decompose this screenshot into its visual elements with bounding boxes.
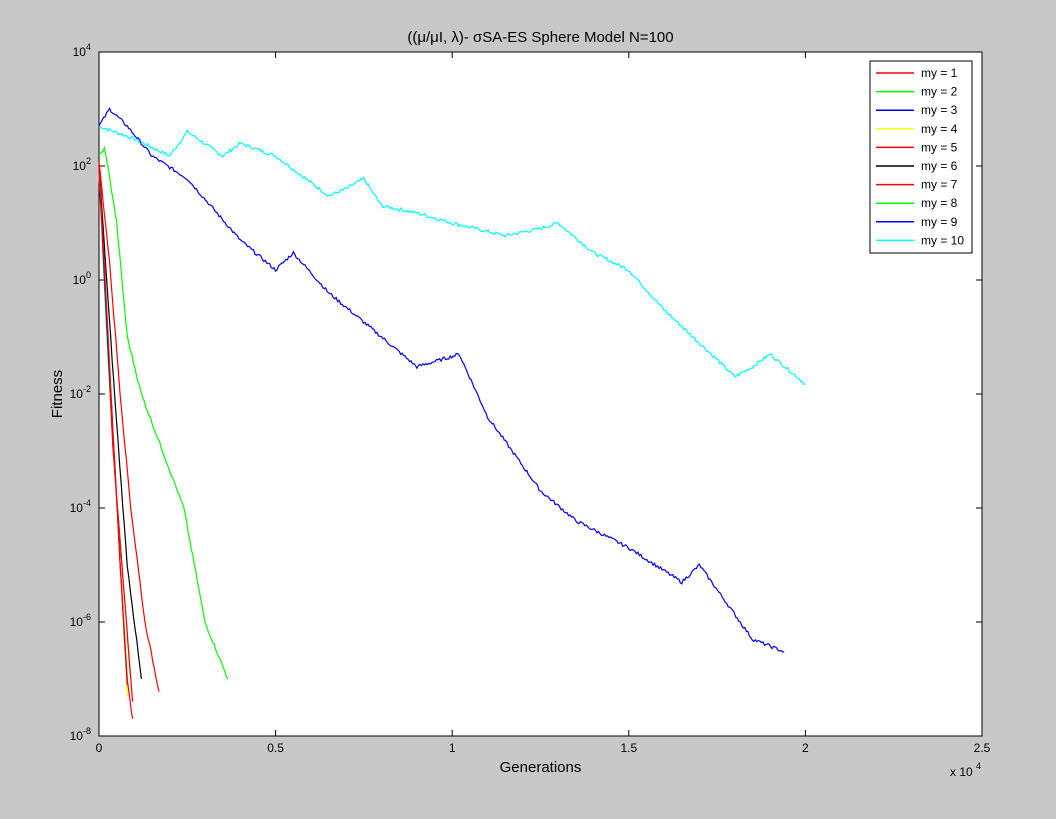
y-tick-label: 10-4 xyxy=(70,498,91,515)
y-axis-label: Fitness xyxy=(49,370,66,418)
y-tick-label: 104 xyxy=(73,42,91,59)
y-tick-label-base: 10 xyxy=(70,501,84,515)
series-line-10 xyxy=(98,125,806,385)
legend-label: my = 2 xyxy=(921,85,958,99)
y-tick-label-base: 10 xyxy=(70,615,84,629)
series-lines xyxy=(98,106,806,719)
legend-label: my = 4 xyxy=(921,122,958,136)
y-tick-label-base: 10 xyxy=(73,273,87,287)
y-tick-label: 10-6 xyxy=(70,612,91,629)
y-tick-label-base: 10 xyxy=(73,159,87,173)
y-tick-label-exponent: -2 xyxy=(83,384,91,394)
legend-label: my = 9 xyxy=(921,215,958,229)
y-tick-label-exponent: 2 xyxy=(86,156,91,166)
y-tick-label-base: 10 xyxy=(70,387,84,401)
x-tick-label: 2.5 xyxy=(974,741,991,755)
x-tick-label: 0.5 xyxy=(267,741,284,755)
y-tick-label-exponent: 0 xyxy=(86,270,91,280)
series-line-1 xyxy=(98,166,134,719)
x-tick-label: 1.5 xyxy=(620,741,637,755)
y-tick-label-base: 10 xyxy=(73,45,87,59)
series-line-2 xyxy=(98,145,229,680)
x-tick-label: 0 xyxy=(96,741,103,755)
x-axis-multiplier: x 10 4 xyxy=(950,761,981,779)
x-axis-multiplier-base: x 10 xyxy=(950,765,973,779)
x-tick-label: 1 xyxy=(449,741,456,755)
legend-label: my = 6 xyxy=(921,159,958,173)
y-tick-label-base: 10 xyxy=(70,729,84,743)
legend-label: my = 3 xyxy=(921,103,958,117)
legend: my = 1 my = 2 my = 3 my = 4 my = 5 my = 6 my =… xyxy=(869,60,973,254)
plot-area xyxy=(98,51,983,737)
y-tick-label: 100 xyxy=(73,270,91,287)
y-tick-label-exponent: -8 xyxy=(83,726,91,736)
legend-label: my = 7 xyxy=(921,178,958,192)
x-axis-label: Generations xyxy=(500,759,582,776)
y-tick-label-exponent: 4 xyxy=(86,42,91,52)
legend-label: my = 5 xyxy=(921,140,958,154)
y-tick-label-exponent: -6 xyxy=(83,612,91,622)
series-line-5 xyxy=(98,162,160,692)
y-tick-label: 102 xyxy=(73,156,91,173)
y-tick-label: 10-2 xyxy=(70,384,91,401)
legend-label: my = 10 xyxy=(921,233,964,247)
chart-title: ((μ/μI, λ)- σSA-ES Sphere Model N=100 xyxy=(407,29,673,46)
y-tick-label-exponent: -4 xyxy=(83,498,91,508)
legend-box xyxy=(869,60,973,254)
legend-label: my = 1 xyxy=(921,66,958,80)
x-tick-label: 2 xyxy=(802,741,809,755)
legend-label: my = 8 xyxy=(921,196,958,210)
y-tick-label: 10-8 xyxy=(70,726,91,743)
x-axis-multiplier-exponent: 4 xyxy=(976,761,981,771)
series-line-6 xyxy=(98,166,142,680)
series-line-3 xyxy=(98,106,785,653)
